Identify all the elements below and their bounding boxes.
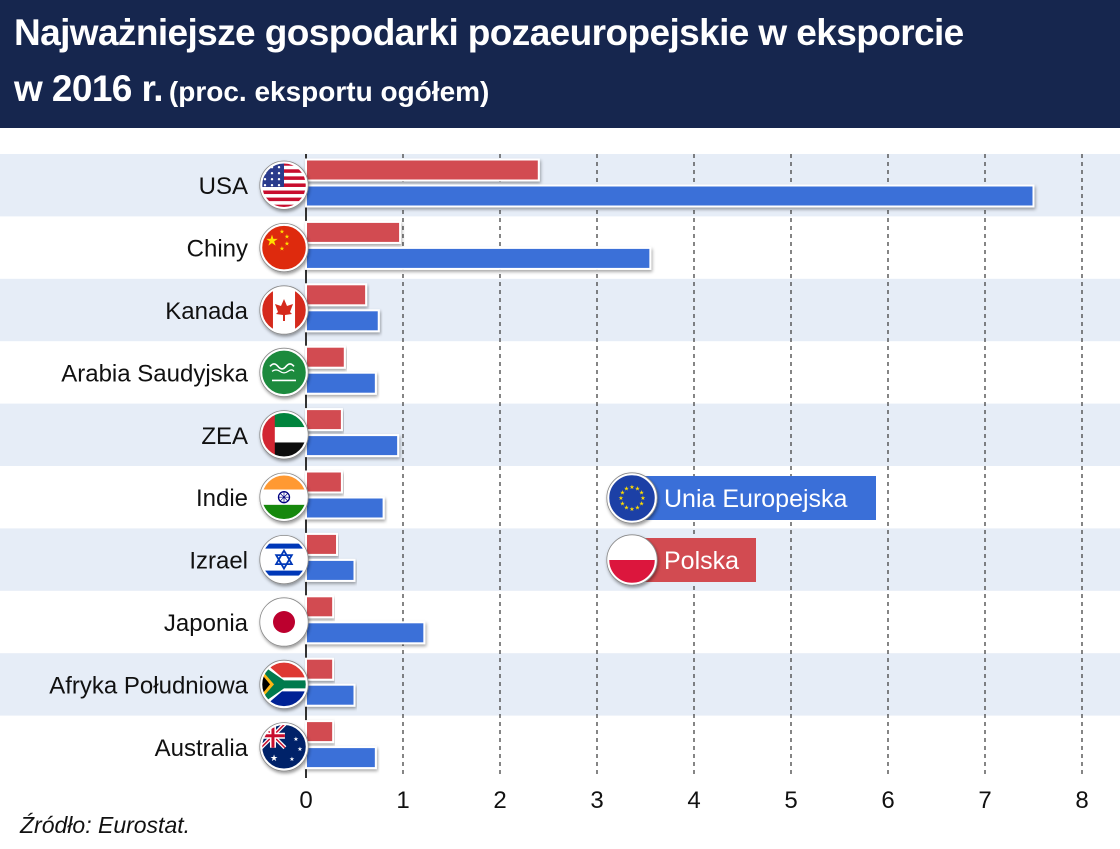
category-label: Australia bbox=[155, 735, 249, 762]
svg-text:★: ★ bbox=[629, 484, 634, 491]
bar-polska bbox=[305, 720, 335, 744]
legend-swatch bbox=[630, 476, 876, 520]
legend-item-polska: Polska bbox=[606, 534, 756, 586]
category-label: Afryka Południowa bbox=[49, 672, 248, 699]
bar-unia-europejska bbox=[305, 496, 385, 520]
category-label: Izrael bbox=[189, 548, 248, 575]
x-tick-label: 3 bbox=[590, 787, 603, 812]
svg-text:★: ★ bbox=[284, 241, 289, 248]
x-tick-label: 0 bbox=[299, 787, 312, 812]
chart-title-year: w 2016 r. bbox=[14, 68, 163, 109]
israel-flag-icon bbox=[259, 534, 309, 585]
chart-title: Najważniejsze gospodarki pozaeuropejskie… bbox=[14, 12, 964, 53]
x-tick-label: 2 bbox=[493, 787, 506, 812]
chart-unit: (proc. eksportu ogółem) bbox=[168, 76, 490, 107]
bar-polska bbox=[305, 158, 540, 182]
source-note: Źródło: Eurostat. bbox=[20, 812, 191, 838]
bar-unia-europejska bbox=[305, 371, 377, 395]
svg-text:★: ★ bbox=[618, 495, 623, 502]
saudi-arabia-flag-icon bbox=[259, 347, 309, 397]
bar-unia-europejska bbox=[305, 746, 377, 770]
svg-text:★: ★ bbox=[620, 490, 625, 497]
legend-label: Unia Europejska bbox=[664, 485, 848, 513]
bar-polska bbox=[305, 283, 368, 307]
bar-polska bbox=[305, 220, 402, 244]
bar-polska bbox=[305, 408, 343, 432]
bar-polska bbox=[305, 657, 335, 681]
bar-unia-europejska bbox=[305, 309, 380, 333]
row-band bbox=[0, 653, 1120, 716]
bar-polska bbox=[305, 532, 339, 556]
japan-flag-icon bbox=[259, 597, 309, 647]
category-label: ZEA bbox=[201, 423, 248, 450]
category-label: Indie bbox=[196, 485, 248, 512]
svg-text:★: ★ bbox=[639, 501, 644, 508]
legend-item-unia-europejska: ★★★★★★★★★ ★ ★★ Unia Europejska bbox=[606, 472, 876, 524]
category-label: Chiny bbox=[187, 236, 248, 263]
legend-label: Polska bbox=[664, 547, 739, 575]
svg-text:★: ★ bbox=[289, 756, 294, 763]
svg-text:★: ★ bbox=[639, 490, 644, 497]
poland-flag-icon bbox=[606, 534, 658, 586]
bar-unia-europejska bbox=[305, 683, 356, 707]
svg-text:★: ★ bbox=[640, 495, 645, 502]
south-africa-flag-icon bbox=[259, 659, 309, 710]
x-tick-label: 8 bbox=[1075, 787, 1088, 812]
bar-chart: USA Chiny Kanada Arabia Saudyjska ZEA Indie Iz… bbox=[0, 154, 1120, 812]
category-label: Japonia bbox=[164, 610, 249, 637]
svg-text:★: ★ bbox=[265, 232, 278, 250]
svg-text:★: ★ bbox=[635, 485, 640, 492]
svg-text:★: ★ bbox=[293, 736, 298, 743]
x-tick-label: 4 bbox=[687, 787, 700, 812]
row-band bbox=[0, 403, 1120, 466]
australia-flag-icon: ★★★★ bbox=[259, 722, 309, 772]
x-tick-label: 6 bbox=[881, 787, 894, 812]
bar-polska bbox=[305, 345, 346, 369]
row-band bbox=[0, 528, 1120, 591]
category-label: Arabia Saudyjska bbox=[61, 360, 248, 387]
bar-unia-europejska bbox=[305, 558, 356, 582]
x-tick-label: 7 bbox=[978, 787, 991, 812]
bar-unia-europejska bbox=[305, 434, 400, 458]
svg-text:★: ★ bbox=[284, 234, 289, 241]
usa-flag-icon bbox=[259, 160, 309, 210]
bar-unia-europejska bbox=[305, 184, 1035, 208]
svg-text:★: ★ bbox=[279, 246, 284, 253]
uae-flag-icon bbox=[259, 410, 309, 460]
bar-polska bbox=[305, 470, 343, 494]
bar-unia-europejska bbox=[305, 246, 652, 270]
svg-text:★: ★ bbox=[635, 505, 640, 512]
canada-flag-icon bbox=[259, 285, 309, 335]
svg-text:★: ★ bbox=[279, 229, 284, 236]
svg-text:★: ★ bbox=[629, 506, 634, 513]
svg-text:★: ★ bbox=[620, 501, 625, 508]
category-label: Kanada bbox=[165, 298, 248, 325]
india-flag-icon bbox=[259, 472, 309, 522]
category-label: USA bbox=[199, 173, 248, 200]
svg-text:★: ★ bbox=[297, 746, 302, 753]
china-flag-icon: ★ ★★★★ bbox=[259, 222, 309, 273]
x-tick-label: 5 bbox=[784, 787, 797, 812]
x-tick-label: 1 bbox=[396, 787, 409, 812]
chart-title-second-line: w 2016 r. (proc. eksportu ogółem) bbox=[14, 68, 489, 110]
bar-unia-europejska bbox=[305, 621, 426, 645]
svg-text:★: ★ bbox=[270, 754, 278, 764]
bar-polska bbox=[305, 595, 335, 619]
header-banner: Najważniejsze gospodarki pozaeuropejskie… bbox=[0, 0, 1120, 128]
svg-text:★: ★ bbox=[624, 505, 629, 512]
row-band bbox=[0, 278, 1120, 342]
eu-flag-icon: ★★★★★★★★★ ★ ★★ bbox=[606, 472, 658, 524]
svg-text:★: ★ bbox=[624, 485, 629, 492]
